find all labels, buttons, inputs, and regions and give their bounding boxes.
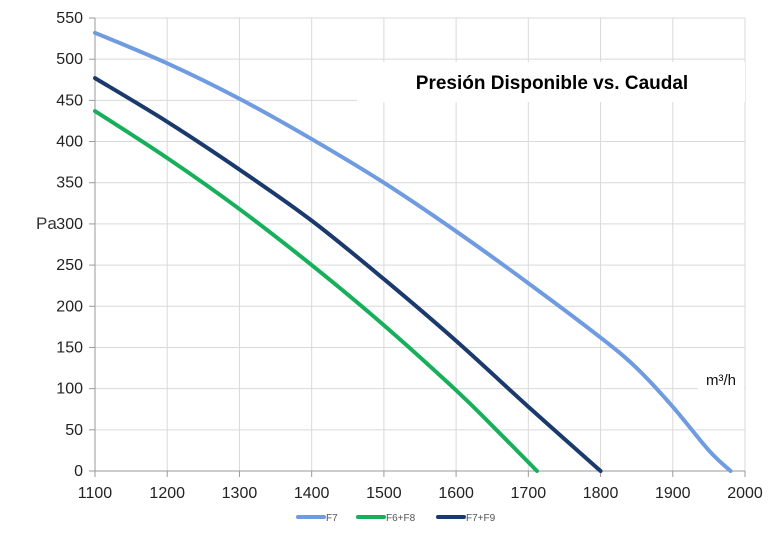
chart-title: Presión Disponible vs. Caudal: [416, 73, 688, 94]
x-tick-label: 1600: [438, 485, 474, 502]
legend-item-f7-f9: F7+F9: [436, 513, 496, 524]
y-tick-label: 550: [56, 10, 83, 27]
legend-label: F7: [326, 513, 338, 524]
y-tick-label: 0: [74, 463, 83, 480]
x-tick-label: 1300: [222, 485, 258, 502]
legend-item-f6-f8: F6+F8: [356, 513, 416, 524]
x-axis-unit-label: m³/h: [706, 372, 736, 389]
legend: F7 F6+F8 F7+F9: [296, 513, 496, 524]
series-line-f6-f8: [93, 109, 539, 473]
x-tick-label: 1900: [655, 485, 691, 502]
x-tick-label: 1800: [583, 485, 619, 502]
series-line-f7: [93, 30, 733, 473]
y-tick-label: 300: [56, 216, 83, 233]
y-tick-label: 100: [56, 381, 83, 398]
y-tick-label: 350: [56, 175, 83, 192]
legend-item-f7: F7: [296, 513, 338, 524]
grid-layer: [95, 17, 746, 471]
y-tick-label: 450: [56, 92, 83, 109]
series-line-f7-f9: [93, 76, 603, 473]
legend-label: F7+F9: [466, 513, 496, 524]
y-tick-label: 500: [56, 51, 83, 68]
y-tick-label: 150: [56, 339, 83, 356]
x-tick-label: 2000: [727, 485, 763, 502]
y-tick-label: 400: [56, 134, 83, 151]
y-tick-label: 250: [56, 257, 83, 274]
x-tick-label: 1400: [294, 485, 330, 502]
x-tick-label: 1100: [78, 485, 113, 502]
x-tick-label: 1500: [366, 485, 402, 502]
y-tick-label: 50: [65, 422, 83, 439]
legend-label: F6+F8: [386, 513, 416, 524]
x-tick-label: 1700: [511, 485, 547, 502]
y-axis-label: Pa: [36, 214, 57, 233]
x-tick-label: 1200: [149, 485, 185, 502]
title-backdrop: [357, 62, 745, 102]
y-tick-label: 200: [56, 298, 83, 315]
series-layer: [93, 30, 733, 473]
unit-backdrop: [698, 357, 744, 401]
axis-layer: 0 50 100 150 200 250 300 350 400 450 500 550 1100 120…: [56, 10, 763, 502]
